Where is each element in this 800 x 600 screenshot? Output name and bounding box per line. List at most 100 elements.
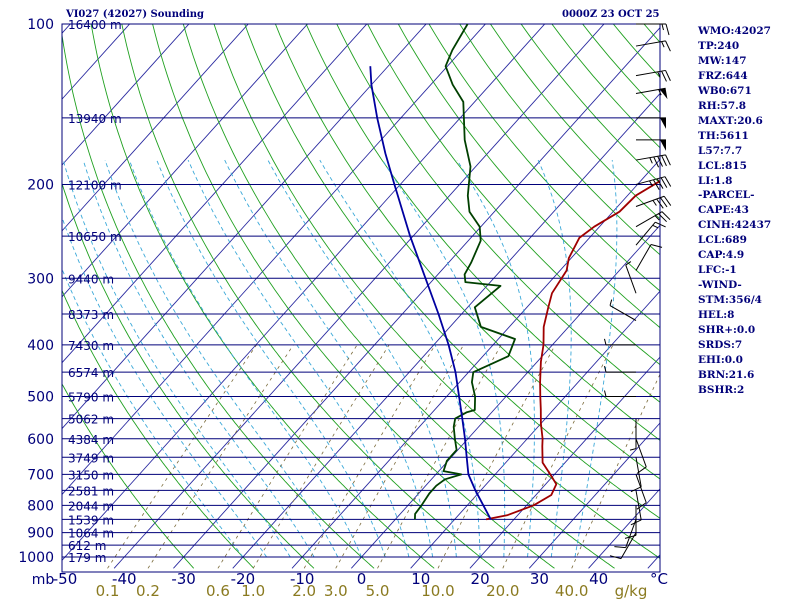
barb-half-flag (652, 224, 659, 229)
barb-half-flag (661, 41, 665, 48)
temp-tick-label: -50 (53, 570, 78, 588)
barb-half-flag (604, 338, 607, 346)
barb-flag (665, 40, 671, 52)
index-22: EHI:0.0 (698, 353, 743, 366)
moist-adiabat-line (456, 159, 535, 558)
barb-flag (650, 243, 663, 248)
isobar-lines (61, 23, 661, 573)
dry-adiabat-line (182, 24, 615, 569)
barb-flag (656, 178, 664, 189)
wind-barb (635, 195, 672, 209)
moist-adiabat-line (382, 159, 506, 557)
isotherm-line (62, 24, 487, 496)
wind-barb (609, 299, 637, 321)
barb-half-flag (604, 390, 607, 397)
height-label: 2581 m (68, 484, 114, 498)
dry-adiabat-line (785, 12, 800, 568)
isotherm-line (62, 24, 309, 298)
index-17: -WIND- (698, 279, 742, 292)
isotherm-line (0, 12, 22, 568)
mixing-ratio-line (377, 344, 502, 569)
index-20: SHR+:0.0 (698, 324, 756, 337)
mixing-ratio-line (502, 344, 614, 569)
dry-adiabat-line (336, 24, 660, 403)
barb-flag (656, 198, 664, 209)
temp-tick-label: -30 (171, 570, 196, 588)
isotherm-line (62, 24, 368, 364)
dry-adiabat-line (152, 24, 555, 569)
barb-flag (665, 70, 671, 81)
wind-barb (604, 390, 636, 398)
barb-half-flag (649, 157, 653, 164)
mixing-ratio-label: 20.0 (486, 582, 519, 600)
index-1: TP:240 (698, 39, 740, 52)
dry-adiabat-line (274, 24, 660, 480)
barb-half-flag (661, 23, 664, 31)
isotherm-line (232, 92, 660, 569)
index-19: HEL:8 (698, 309, 735, 322)
dry-adiabat-line (244, 24, 660, 519)
mixing-ratio-label: 5.0 (366, 582, 390, 600)
height-label: 5062 m (68, 413, 114, 427)
mixing-ratio-label: 0.6 (206, 582, 230, 600)
wind-barb (614, 519, 637, 549)
dry-adiabat-line (213, 24, 660, 559)
wind-barb (604, 338, 636, 346)
index-0: WMO:42027 (698, 25, 771, 37)
temp-tick-label: 10 (411, 570, 430, 588)
mixing-ratio-label: 1.0 (241, 582, 265, 600)
dry-adiabat-line (459, 24, 660, 256)
mixing-ratio-line (437, 344, 556, 569)
height-label: 6574 m (68, 366, 114, 380)
temperature-trace (485, 180, 660, 521)
dry-adiabat-line (90, 24, 435, 569)
index-13: CINH:42437 (698, 219, 772, 232)
barb-staff (635, 40, 666, 47)
moist-adiabat-line (62, 159, 291, 558)
barb-half-flag (654, 215, 660, 221)
index-5: RH:57.8 (698, 99, 747, 112)
temp-tick-label: -40 (112, 570, 137, 588)
barb-flag (661, 211, 671, 221)
wind-barb (604, 366, 636, 373)
plot-frame (61, 23, 661, 573)
wind-barb (609, 532, 637, 560)
temp-axis-unit: °C (650, 570, 668, 588)
barb-flag (636, 502, 647, 510)
index-24: BSHR:2 (698, 383, 745, 396)
moist-adiabat-line (224, 159, 434, 558)
barb-pennant (660, 139, 666, 151)
pressure-tick-label: 800 (27, 498, 54, 514)
isotherm-line (528, 422, 660, 569)
barb-flag (665, 23, 670, 36)
barb-staff (635, 176, 666, 185)
station-title: VI027 (42027) Sounding (66, 9, 205, 20)
pressure-tick-label: 300 (27, 271, 54, 287)
moist-adiabat-line (128, 159, 362, 558)
isotherm-line (62, 24, 427, 430)
wind-barbs (604, 23, 672, 560)
height-label: 12100 m (68, 178, 122, 192)
isotherm-line (113, 24, 605, 569)
mixing-ratio-line (335, 344, 464, 569)
barb-half-flag (652, 200, 657, 206)
index-16: LFC:-1 (698, 264, 737, 277)
wind-barb (636, 117, 666, 129)
index-10: LI:1.8 (698, 174, 733, 187)
barb-half-flag (629, 448, 637, 451)
temp-tick-label: 30 (530, 570, 549, 588)
height-label: 16400 m (68, 18, 122, 32)
index-23: BRN:21.6 (698, 368, 755, 381)
height-label: 3150 m (68, 468, 114, 482)
barb-staff (635, 490, 642, 521)
barb-staff (609, 305, 637, 321)
temp-tick-label: -10 (290, 570, 315, 588)
barb-flag (663, 195, 672, 206)
height-label: 3749 m (68, 451, 114, 465)
height-label: 1064 m (68, 527, 114, 541)
moist-adiabat-line (187, 159, 410, 558)
index-8: L57:7.7 (698, 144, 743, 157)
wind-barb (635, 87, 668, 100)
pressure-tick-label: 900 (27, 526, 54, 542)
dewpoint-trace (414, 24, 516, 520)
